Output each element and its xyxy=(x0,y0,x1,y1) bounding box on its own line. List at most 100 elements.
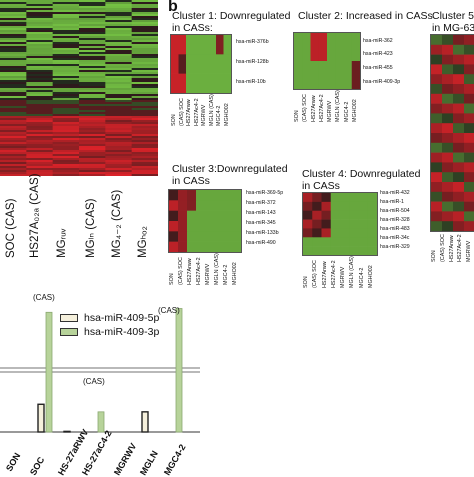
heatmap-cell xyxy=(105,76,133,79)
heatmap-cell xyxy=(303,228,313,238)
bar-annotation-cas: (CAS) xyxy=(33,293,55,302)
heatmap-cell xyxy=(26,64,54,67)
heatmap-cell xyxy=(0,116,27,119)
heatmap-cell xyxy=(26,122,54,125)
cluster-1-column-labels: SON (CAS) SOC HS27Arww HS27Ac4-2 MGRWV MGLN (… xyxy=(170,94,232,128)
heatmap-cell xyxy=(52,62,80,65)
heatmap-cell xyxy=(26,152,54,155)
heatmap-cell xyxy=(232,221,241,232)
column-label: MGHO02 xyxy=(223,103,230,126)
heatmap-cell xyxy=(131,124,158,127)
heatmap-cell xyxy=(349,237,359,247)
heatmap-cell xyxy=(303,237,313,247)
heatmap-cell xyxy=(52,24,80,27)
bar-soc-1 xyxy=(45,311,53,433)
heatmap-cell xyxy=(0,68,27,71)
heatmap-cell xyxy=(0,84,27,87)
column-label: MGRWV xyxy=(201,104,207,126)
heatmap-cell xyxy=(26,38,54,41)
heatmap-cell xyxy=(52,86,80,89)
heatmap-cell xyxy=(131,0,158,3)
heatmap-cell xyxy=(223,200,233,211)
heatmap-cell xyxy=(105,0,133,3)
cluster-2-title: Cluster 2: Increased in CASs xyxy=(298,10,433,22)
cluster-3-column-labels: SON (CAS) SOC HS27Arww HS27Ac4-2 MGRWV MGLN (… xyxy=(168,253,242,287)
row-label: hsa-miR-432 xyxy=(380,190,410,196)
heatmap-cell xyxy=(105,100,133,103)
heatmap-cell xyxy=(79,174,106,176)
heatmap-cell xyxy=(79,170,106,173)
heatmap-cell xyxy=(52,58,80,61)
heatmap-cell xyxy=(52,160,80,163)
heatmap-cell xyxy=(52,168,80,171)
heatmap-cell xyxy=(327,61,336,76)
heatmap-cell xyxy=(79,110,106,113)
heatmap-cell xyxy=(464,84,474,95)
heatmap-cell xyxy=(330,237,341,247)
heatmap-cell xyxy=(131,148,158,151)
heatmap-cell xyxy=(431,201,443,212)
cluster-3-title-line1: Cluster 3:Downregulated xyxy=(172,163,288,175)
heatmap-cell xyxy=(52,2,80,5)
heatmap-cell xyxy=(178,200,188,211)
heatmap-cell xyxy=(302,75,311,89)
heatmap-cell xyxy=(79,140,106,143)
heatmap-cell xyxy=(0,150,27,153)
heatmap-cell xyxy=(131,136,158,139)
heatmap-cell xyxy=(131,174,158,176)
heatmap-cell xyxy=(26,142,54,145)
heatmap-cell xyxy=(453,172,465,183)
heatmap-cell xyxy=(52,88,80,91)
heatmap-cell xyxy=(186,54,194,74)
heatmap-cell xyxy=(52,66,80,69)
heatmap-cell xyxy=(131,40,158,43)
heatmap-cell xyxy=(131,96,158,99)
heatmap-cell xyxy=(105,162,133,165)
heatmap-cell xyxy=(131,156,158,159)
heatmap-cell xyxy=(0,4,27,7)
heatmap-cell xyxy=(52,140,80,143)
heatmap-cell xyxy=(232,210,241,222)
heatmap-cell xyxy=(327,75,336,89)
cluster-4-title-line1: Cluster 4: Downregulated xyxy=(302,168,421,180)
heatmap-cell xyxy=(294,61,303,76)
heatmap-cell xyxy=(340,193,350,203)
cluster-4-row-labels: hsa-miR-432 hsa-miR-1 hsa-miR-504 hsa-mi… xyxy=(380,190,430,256)
heatmap-cell xyxy=(26,46,54,49)
heatmap-cell xyxy=(52,78,80,81)
heatmap-cell xyxy=(105,130,133,133)
heatmap-cell xyxy=(79,100,106,103)
heatmap-cell xyxy=(26,172,54,175)
heatmap-cell xyxy=(52,70,80,73)
heatmap-cell xyxy=(310,61,320,76)
heatmap-cell xyxy=(431,182,443,193)
heatmap-cell xyxy=(131,54,158,57)
heatmap-cell xyxy=(0,92,27,95)
heatmap-cell xyxy=(205,221,215,232)
heatmap-cell xyxy=(0,152,27,155)
heatmap-cell xyxy=(26,76,54,79)
heatmap-cell xyxy=(0,88,27,91)
heatmap-cell xyxy=(131,162,158,165)
heatmap-cell xyxy=(26,22,54,25)
heatmap-cell xyxy=(453,54,465,65)
heatmap-cell xyxy=(79,90,106,93)
heatmap-cell xyxy=(105,26,133,29)
heatmap-cell xyxy=(105,90,133,93)
heatmap-cell xyxy=(0,146,27,149)
heatmap-cell xyxy=(330,219,341,229)
column-label: (CAS) SOC xyxy=(178,98,185,126)
heatmap-cell xyxy=(453,103,465,114)
heatmap-cell xyxy=(0,32,27,35)
heatmap-cell xyxy=(223,231,233,242)
heatmap-cell xyxy=(0,128,27,131)
heatmap-cell xyxy=(0,30,27,33)
heatmap-cell xyxy=(131,44,158,47)
heatmap-cell xyxy=(79,46,106,49)
heatmap-cell xyxy=(52,152,80,155)
heatmap-cell xyxy=(79,50,106,53)
row-label: hsa-miR-483 xyxy=(380,226,410,232)
heatmap-cell xyxy=(52,44,80,47)
heatmap-cell xyxy=(464,74,474,85)
heatmap-cell xyxy=(367,228,377,238)
